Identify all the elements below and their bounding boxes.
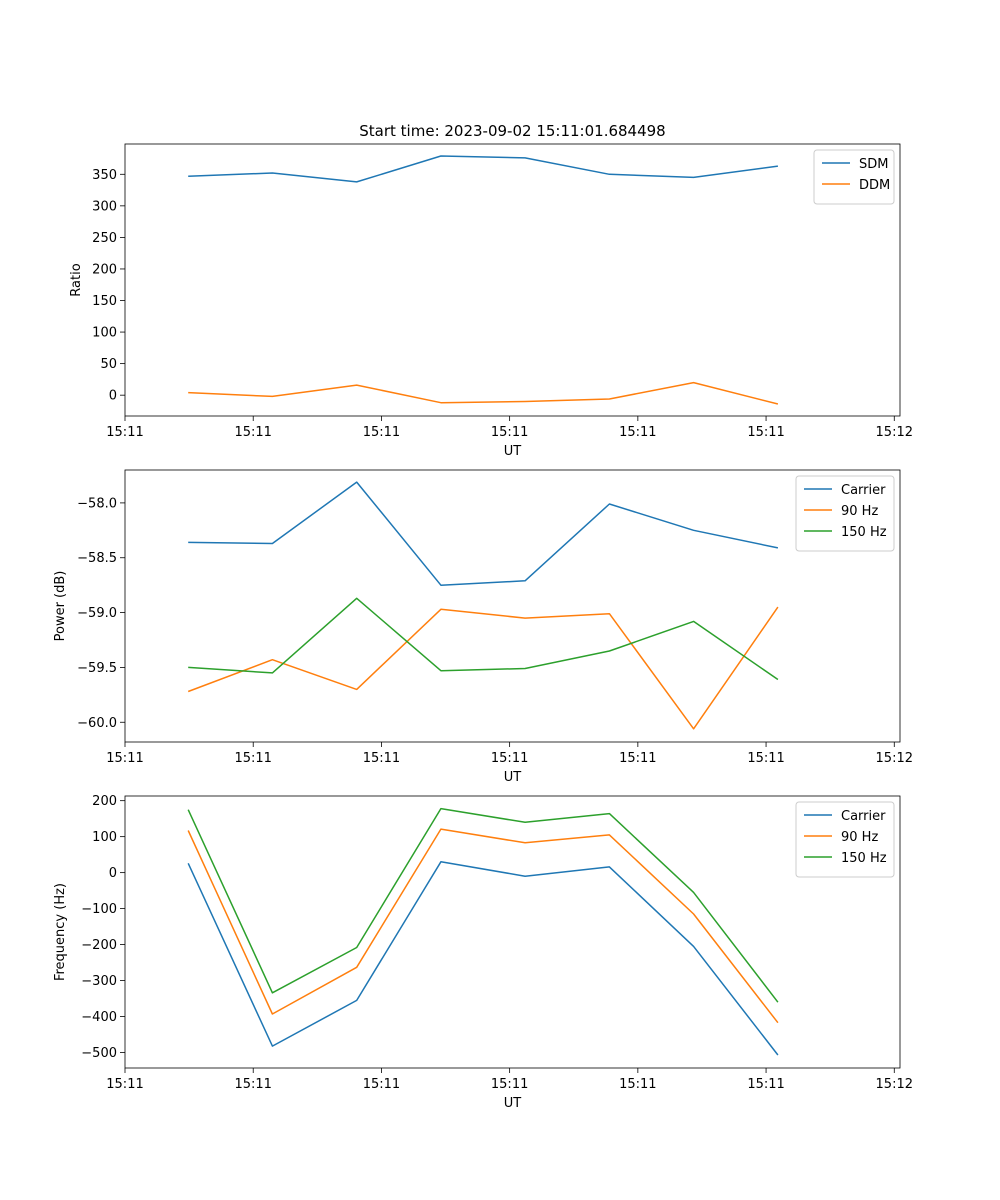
chart1-y-tick-label: −59.0 (77, 606, 117, 621)
chart1-x-tick-label: 15:11 (106, 751, 143, 766)
chart1-y-tick-label: −58.0 (77, 496, 117, 511)
chart1-y-tick-label: −59.5 (77, 661, 117, 676)
chart2-x-tick-label: 15:11 (619, 1077, 656, 1092)
chart0-x-tick-label: 15:11 (234, 425, 271, 440)
chart0-series-ddm-line (188, 381, 779, 405)
chart2-series-carrier-line (187, 861, 779, 1056)
chart1-series-150-hz-line (188, 597, 779, 681)
chart2-y-tick-label: −500 (81, 1046, 117, 1061)
chart2-x-tick-label: 15:11 (491, 1077, 528, 1092)
chart0-x-axis-label: UT (504, 444, 522, 459)
chart1-plot-area-frame (124, 469, 901, 743)
chart0-legend-label-sdm: SDM (859, 157, 888, 172)
chart0-y-tick-label: 250 (92, 231, 117, 246)
chart2-y-tick-label: 200 (92, 794, 117, 809)
chart0-legend-label-ddm: DDM (859, 178, 890, 193)
chart1-series-carrier-line (188, 481, 779, 586)
chart1-y-tick-label: −58.5 (77, 551, 117, 566)
chart0-y-tick-label: 150 (92, 294, 117, 309)
chart1-x-tick-label: 15:12 (876, 751, 913, 766)
chart2-x-tick-label: 15:11 (363, 1077, 400, 1092)
chart0-plot-area-frame (124, 143, 901, 417)
chart1-x-tick-label: 15:11 (619, 751, 656, 766)
chart2-legend-label-150-hz: 150 Hz (841, 851, 887, 866)
chart2-series-150-hz-line (187, 807, 779, 1003)
chart1-y-tick-label: −60.0 (77, 716, 117, 731)
chart0-series-sdm-line (188, 155, 778, 183)
chart0-y-tick-label: 300 (92, 199, 117, 214)
frequency-chart: 15:11 15:11 15:11 15:11 15:11 15:11 15:12 −500 −… (53, 794, 913, 1111)
chart0-x-tick-label: 15:11 (363, 425, 400, 440)
chart1-x-tick-label: 15:11 (747, 751, 784, 766)
chart2-y-tick-label: −200 (81, 938, 117, 953)
chart1-x-tick-label: 15:11 (234, 751, 271, 766)
chart2-x-tick-label: 15:12 (876, 1077, 913, 1092)
chart1-legend-label-150-hz: 150 Hz (841, 525, 887, 540)
chart2-x-tick-label: 15:11 (747, 1077, 784, 1092)
chart1-legend-label-90-hz: 90 Hz (841, 504, 878, 519)
chart0-x-tick-label: 15:11 (491, 425, 528, 440)
chart2-plot-area-frame (124, 795, 901, 1069)
chart0-y-tick-label: 350 (92, 168, 117, 183)
chart0-y-tick-label: 100 (92, 326, 117, 341)
chart2-y-tick-label: −300 (81, 974, 117, 989)
chart2-x-axis-label: UT (504, 1096, 522, 1111)
chart2-y-axis-label: Frequency (Hz) (53, 883, 68, 981)
chart0-x-tick-label: 15:11 (106, 425, 143, 440)
chart0-y-tick-label: 0 (109, 389, 117, 404)
chart0-x-tick-label: 15:12 (876, 425, 913, 440)
chart1-x-tick-label: 15:11 (491, 751, 528, 766)
ratio-chart: 15:11 15:11 15:11 15:11 15:11 15:11 15:12 0 50 10… (69, 122, 913, 459)
chart1-y-axis-label: Power (dB) (53, 571, 68, 642)
chart2-legend-label-90-hz: 90 Hz (841, 830, 878, 845)
chart2-legend-box (795, 801, 895, 878)
chart2-y-tick-label: 0 (109, 866, 117, 881)
chart1-x-tick-label: 15:11 (363, 751, 400, 766)
chart2-y-tick-label: 100 (92, 830, 117, 845)
chart2-series-90-hz-line (187, 828, 779, 1024)
chart2-x-tick-label: 15:11 (106, 1077, 143, 1092)
chart2-x-tick-label: 15:11 (234, 1077, 271, 1092)
chart2-y-tick-label: −100 (81, 902, 117, 917)
chart2-y-tick-label: −400 (81, 1010, 117, 1025)
chart1-x-axis-label: UT (504, 770, 522, 785)
chart0-chart-title: Start time: 2023-09-02 15:11:01.684498 (359, 122, 665, 140)
chart0-y-tick-label: 50 (100, 357, 117, 372)
chart0-x-tick-label: 15:11 (619, 425, 656, 440)
chart1-legend-box (795, 475, 895, 552)
chart1-series-90-hz-line (187, 606, 779, 730)
power-chart: 15:11 15:11 15:11 15:11 15:11 15:11 15:12 −60.0… (53, 469, 913, 785)
chart0-y-axis-label: Ratio (69, 263, 84, 296)
chart1-legend-label-carrier: Carrier (841, 483, 886, 498)
chart0-x-tick-label: 15:11 (747, 425, 784, 440)
chart2-legend-label-carrier: Carrier (841, 809, 886, 824)
chart0-y-tick-label: 200 (92, 262, 117, 277)
